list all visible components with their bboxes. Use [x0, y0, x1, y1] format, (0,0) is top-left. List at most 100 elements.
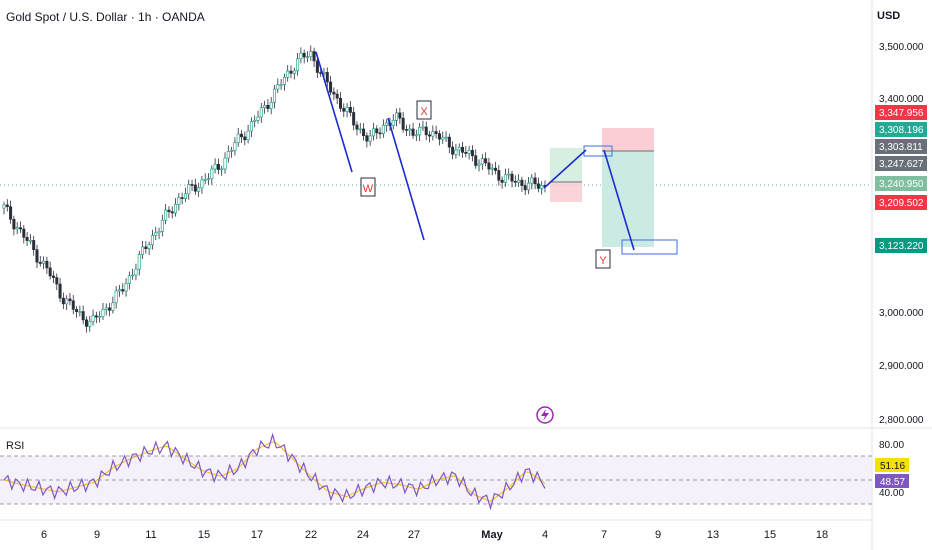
wave-line-4[interactable]	[603, 149, 635, 251]
candle-body	[286, 70, 290, 78]
candle-body	[325, 72, 329, 83]
candle-body	[213, 164, 217, 170]
candle-body	[447, 136, 451, 148]
candle-body	[395, 112, 399, 121]
candle-body	[144, 246, 148, 250]
currency-label[interactable]: USD	[877, 10, 901, 22]
wave-line-3[interactable]	[543, 149, 587, 189]
candle-body	[55, 277, 59, 285]
wave-label-w[interactable]: W	[360, 177, 376, 197]
candle-body	[272, 88, 276, 103]
candle-body	[428, 134, 432, 137]
candle-body	[375, 128, 379, 134]
candle-body	[342, 108, 346, 112]
price-label-target: 3,308.196	[879, 125, 924, 136]
candle-body	[434, 131, 438, 134]
candle-body	[68, 298, 72, 302]
price-tick: 2,900.000	[879, 361, 924, 372]
candle-body	[487, 162, 491, 170]
time-tick: 9	[655, 529, 661, 541]
wave-line-2[interactable]	[387, 117, 425, 241]
candle-body	[352, 112, 356, 126]
candle-body	[253, 120, 257, 122]
candle-body	[329, 81, 333, 93]
time-tick: 24	[357, 529, 369, 541]
candle-body	[236, 133, 240, 144]
candle-body	[121, 289, 125, 292]
candle-body	[150, 235, 154, 246]
candle-body	[332, 91, 336, 95]
candle-body	[279, 84, 283, 86]
price-candles	[2, 45, 547, 333]
candle-body	[398, 112, 402, 119]
candle-body	[292, 70, 296, 74]
wave-label-w-text: W	[363, 183, 374, 195]
price-labels: 3,347.956 3,308.196 3,303.811 3,247.627 …	[875, 105, 927, 253]
candle-body	[315, 60, 319, 73]
rsi-label-ma: 51.16	[880, 461, 905, 472]
time-tick: 4	[542, 529, 548, 541]
candle-body	[371, 128, 375, 137]
candle-body	[127, 275, 131, 284]
wave-line-1[interactable]	[315, 51, 353, 173]
target-box[interactable]	[621, 239, 678, 255]
candle-body	[441, 137, 445, 140]
candle-body	[180, 197, 184, 199]
candle-body	[391, 120, 395, 126]
candle-body	[200, 179, 204, 189]
candle-body	[45, 260, 49, 269]
candle-body	[240, 133, 244, 138]
candle-body	[157, 230, 161, 234]
candle-body	[134, 268, 138, 276]
time-tick: 11	[145, 529, 156, 541]
candle-body	[309, 51, 313, 58]
candle-body	[233, 142, 237, 151]
candle-body	[137, 254, 141, 270]
candle-body	[517, 179, 521, 183]
candle-body	[88, 321, 92, 327]
candle-body	[454, 149, 458, 155]
wave-label-x[interactable]: X	[416, 100, 432, 120]
time-tick: 18	[816, 529, 828, 541]
candle-body	[101, 309, 105, 317]
price-label-current: 3,240.950	[879, 179, 924, 190]
time-tick: 22	[305, 529, 317, 541]
candle-body	[147, 244, 151, 250]
candle-body	[183, 193, 187, 199]
candle-body	[22, 228, 26, 238]
price-tick: 3,000.000	[879, 308, 924, 319]
price-label-target-2: 3,123.220	[879, 241, 924, 252]
candle-body	[164, 209, 168, 221]
candle-body	[15, 227, 19, 230]
price-tick: 2,800.000	[879, 415, 924, 426]
candle-body	[98, 316, 102, 318]
candle-body	[259, 107, 263, 118]
candle-body	[480, 158, 484, 165]
candle-body	[207, 178, 211, 180]
candle-body	[197, 187, 201, 192]
candle-body	[114, 290, 118, 304]
candle-body	[431, 131, 435, 137]
candle-body	[477, 163, 481, 166]
candle-body	[141, 246, 145, 255]
price-axis[interactable]: 3,500.000 3,400.000 3,000.000 2,900.000 …	[879, 42, 924, 426]
candle-body	[461, 146, 465, 153]
candle-body	[348, 107, 352, 113]
candle-body	[61, 297, 65, 305]
lightning-icon[interactable]	[536, 406, 554, 424]
candle-body	[42, 260, 46, 264]
candle-body	[536, 183, 540, 189]
candle-body	[167, 209, 171, 213]
long-target-zone	[550, 148, 582, 182]
rsi-panel-label: RSI	[6, 440, 25, 452]
wave-label-y[interactable]: Y	[595, 249, 611, 269]
candle-body	[48, 267, 52, 277]
rsi-axis[interactable]: 80.00 40.00 51.16 48.57	[875, 440, 909, 499]
candle-body	[256, 116, 260, 121]
candle-body	[484, 158, 488, 164]
candle-body	[289, 70, 293, 74]
time-axis[interactable]: 6 9 11 15 17 22 24 27 May 4 7 9 13 15 18	[41, 529, 828, 541]
candle-body	[497, 170, 501, 181]
time-tick: 17	[251, 529, 263, 541]
